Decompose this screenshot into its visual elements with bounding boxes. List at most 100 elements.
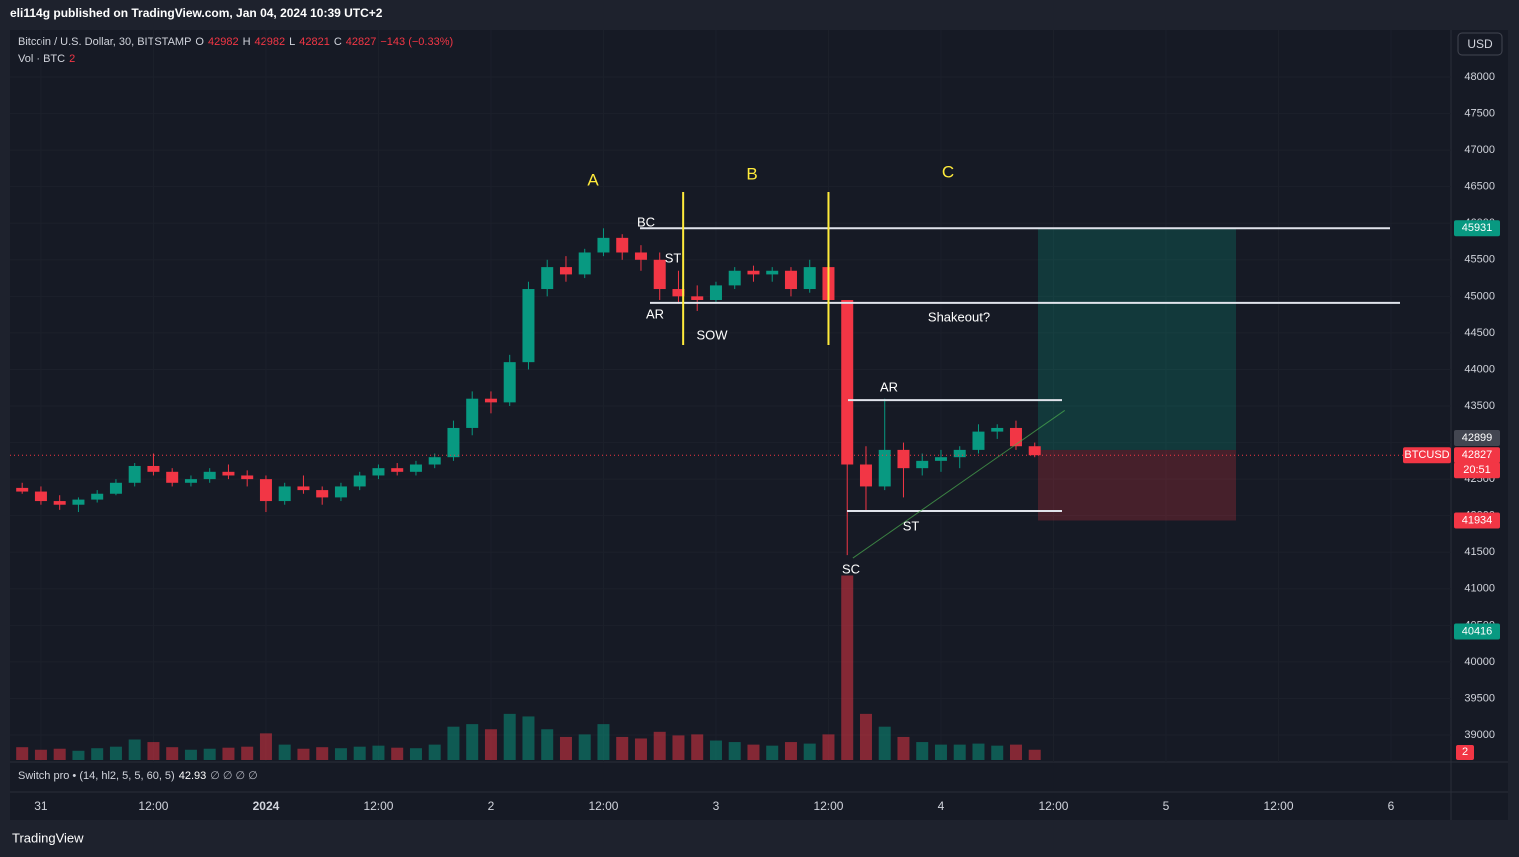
candle-body <box>934 457 947 461</box>
entry-label-bg <box>1454 429 1500 446</box>
candle-body <box>297 486 310 491</box>
x-tick-label: 2 <box>488 799 495 813</box>
volume-bar <box>653 731 666 760</box>
volume: 2 <box>69 53 75 65</box>
candle-body <box>259 479 272 502</box>
candle-body <box>803 267 816 290</box>
volume-bar <box>184 749 197 760</box>
volume-bar <box>53 748 66 760</box>
candle-body <box>428 457 441 465</box>
candle-body <box>334 486 347 498</box>
y-tick-label: 47000 <box>1464 144 1495 156</box>
low: 42821 <box>299 36 330 48</box>
level-label-bg <box>1454 623 1500 640</box>
volume-bar <box>953 744 966 760</box>
candle-body <box>1028 446 1041 456</box>
candle-body <box>1009 427 1022 447</box>
candle-body <box>784 270 797 290</box>
volume-bar <box>803 743 816 760</box>
annotation: A <box>587 170 599 189</box>
last-price-label-bg <box>1454 447 1500 464</box>
indicator-value: 42.93 <box>179 770 207 782</box>
x-tick-label: 12:00 <box>138 799 168 813</box>
x-tick-label: 12:00 <box>363 799 393 813</box>
candle-body <box>278 486 291 502</box>
entry-label: 42899 <box>1462 432 1493 444</box>
candle-body <box>841 300 854 465</box>
annotation: ST <box>665 250 682 265</box>
candle-body <box>409 464 422 472</box>
y-tick-label: 39500 <box>1464 692 1495 704</box>
volume-bar <box>166 747 179 760</box>
level-label: 40416 <box>1462 625 1493 637</box>
volume-bar <box>353 746 366 760</box>
y-tick-label: 44500 <box>1464 327 1495 339</box>
volume-bar <box>766 745 779 760</box>
volume-bar <box>991 745 1004 760</box>
x-tick-label: 12:00 <box>813 799 843 813</box>
volume-bar <box>34 749 47 760</box>
candle-body <box>391 468 404 472</box>
volume-bar <box>709 740 722 760</box>
candle-body <box>616 237 629 253</box>
candle-body <box>522 289 535 363</box>
candle-body <box>53 501 66 505</box>
annotation: B <box>746 164 757 183</box>
candle-body <box>747 270 760 275</box>
candle-body <box>147 465 160 472</box>
volume-bar <box>747 744 760 760</box>
stop-label-bg <box>1454 512 1500 529</box>
currency-button[interactable] <box>1457 32 1503 56</box>
volume-bar <box>372 745 385 760</box>
countdown-bg <box>1454 462 1500 479</box>
change: −143 (−0.33%) <box>380 36 453 48</box>
countdown: 20:51 <box>1463 464 1491 476</box>
volume-bar <box>878 726 891 760</box>
volume-bar <box>147 742 160 760</box>
volume-bar <box>897 736 910 760</box>
brand: TradingView <box>12 830 84 845</box>
legend: Bitcoin / U.S. Dollar, 30, BITSTAMP O 4298… <box>18 36 453 782</box>
annotation: AR <box>646 306 664 321</box>
candle-body <box>166 471 179 483</box>
volume-bar <box>691 734 704 760</box>
volume-bar <box>634 738 647 760</box>
candle-body <box>72 499 85 505</box>
currency[interactable]: USD <box>1467 37 1493 51</box>
candle-body <box>709 285 722 301</box>
y-tick-label: 41500 <box>1464 546 1495 558</box>
o-label: O <box>195 36 204 48</box>
volume-bar <box>241 746 254 760</box>
x-tick-label: 12:00 <box>588 799 618 813</box>
x-tick-label: 12:00 <box>1263 799 1293 813</box>
volume-bar <box>578 734 591 760</box>
candle-body <box>766 270 779 275</box>
loss-zone <box>1038 449 1236 521</box>
annotation: Shakeout? <box>928 309 990 324</box>
trendline <box>852 409 1066 559</box>
profit-zone <box>1038 228 1236 450</box>
y-tick-label: 45000 <box>1464 290 1495 302</box>
volume-bar <box>1028 749 1041 760</box>
y-tick-label: 47500 <box>1464 107 1495 119</box>
high: 42982 <box>255 36 286 48</box>
candle-body <box>597 237 610 253</box>
volume-bar <box>859 713 872 760</box>
volume-bar <box>972 743 985 760</box>
volume-bar <box>728 742 741 760</box>
c-label: C <box>334 36 342 48</box>
target-label: 45931 <box>1462 222 1493 234</box>
candle-body <box>91 493 104 500</box>
volume-bar <box>484 729 497 760</box>
x-tick-label: 6 <box>1388 799 1395 813</box>
y-tick-label: 39000 <box>1464 729 1495 741</box>
volume-bar <box>259 733 272 760</box>
volume-bar <box>503 713 516 760</box>
publisher: eli114g published on TradingView.com, Ja… <box>10 6 383 20</box>
volume-bar <box>841 575 854 760</box>
candle-body <box>372 468 385 476</box>
annotation: SC <box>842 561 860 576</box>
candle-body <box>541 267 554 290</box>
